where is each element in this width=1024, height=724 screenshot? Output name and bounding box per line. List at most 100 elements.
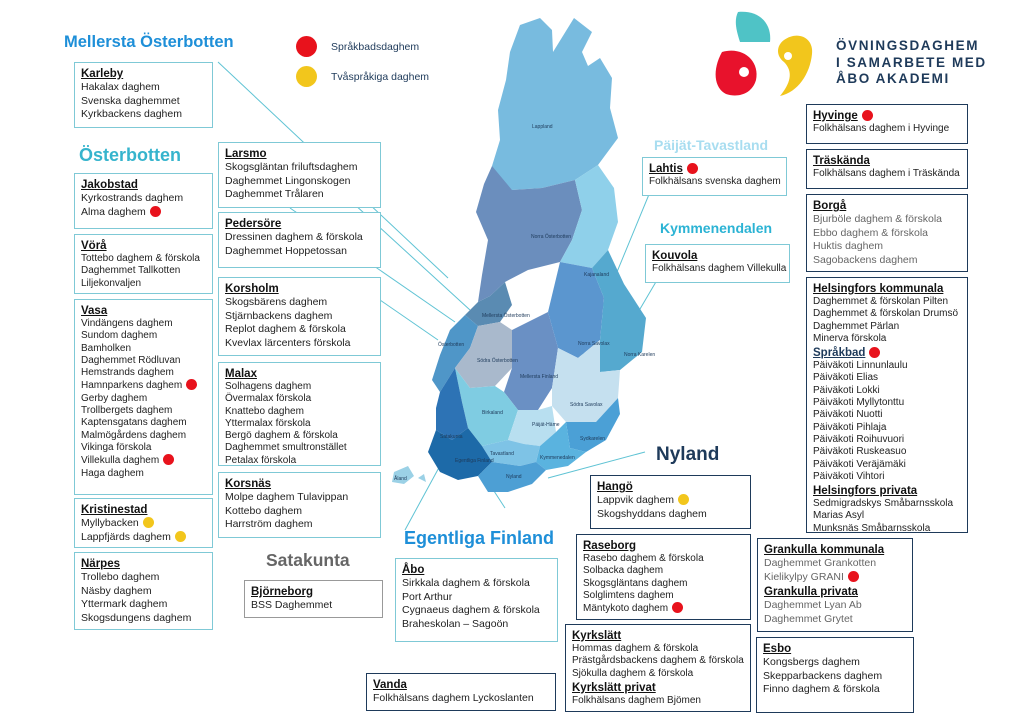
box-larsmo: Larsmo Skogsgläntan friluftsdaghem Daghem… (218, 142, 381, 208)
box-helsingfors-sprakbad-title: Språkbad (813, 346, 961, 360)
logo-line-1: ÖVNINGSDAGHEM (836, 38, 980, 53)
list-item-label: Kaptensgatans daghem (81, 417, 187, 429)
list-item-label: Bjurböle daghem & förskola (813, 213, 942, 225)
list-item-label: Cygnaeus daghem & förskola (402, 604, 540, 617)
list-item: Näsby daghem (81, 585, 206, 599)
list-item-label: Daghemmet Tallkotten (81, 265, 181, 277)
list-item-label: Päiväkoti Linnunlaulu (813, 360, 908, 372)
red-dot-icon (186, 379, 198, 391)
legend-sprakbad-label: Språkbadsdaghem (331, 40, 420, 53)
red-dot-icon (163, 454, 175, 466)
list-item-label: Daghemmet & förskolan Drumsö (813, 308, 959, 320)
list-item: Lappfjärds daghem (81, 530, 206, 545)
list-item: Skogsdungens daghem (81, 612, 206, 626)
map-region-lappland (492, 18, 618, 190)
list-item: Päiväkoti Elias (813, 372, 961, 384)
list-item: Bergö daghem & förskola (225, 430, 374, 442)
map-region-tavastland (482, 440, 540, 466)
map-region-mellersta-osterbotten (465, 282, 512, 326)
list-item: Folkhälsans daghem Bjömen (572, 695, 744, 707)
list-item-label: Trollbergets daghem (81, 405, 173, 417)
map-label-kajanaland: Kajanaland (584, 272, 609, 278)
list-item: Päiväkoti Pihlaja (813, 422, 961, 434)
map-label-osterbotten: Österbotten (438, 341, 464, 348)
list-item-label: Trollebo daghem (81, 571, 160, 583)
box-kristinestad: Kristinestad Myllybacken Lappfjärds daghe… (74, 498, 213, 548)
map-region-satakunta (436, 368, 468, 440)
region-mellersta-osterbotten: Mellersta Österbotten (64, 33, 234, 51)
list-item-label: Molpe daghem Tulavippan (225, 491, 349, 503)
list-item-label: Mäntykoto daghem (583, 603, 669, 615)
box-vora-title: Vörå (81, 240, 107, 252)
box-lahtis: Lahtis Folkhälsans svenska daghem (642, 157, 787, 196)
red-dot-icon (686, 163, 698, 174)
map-label-egentliga-finland: Egentliga Finland (455, 458, 494, 464)
map-region-birkaland (455, 368, 518, 446)
box-borga-title: Borgå (813, 200, 847, 212)
yellow-dot-icon (142, 517, 154, 528)
list-item: Minerva förskola (813, 333, 961, 345)
list-item-label: Myllybacken (81, 517, 139, 529)
box-vasa-title: Vasa (81, 305, 108, 317)
list-item: Päiväkoti Ruskeasuo (813, 446, 961, 458)
list-item-label: Skogsdungens daghem (81, 611, 192, 624)
box-esbo: Esbo Kongsbergs daghem Skepparbackens dag… (756, 637, 914, 713)
list-item-label: Daghemmet Lingonskogen (225, 174, 351, 187)
map-label-sydkarelen: Sydkarelen (580, 436, 605, 442)
list-item-label: Folkhälsans daghem Lyckoslanten (373, 692, 534, 704)
map-region-sodra-osterbotten (455, 322, 512, 388)
box-helsingfors-title: Helsingfors kommunala (813, 283, 944, 295)
list-item: Folkhälsans daghem i Hyvinge (813, 123, 961, 135)
list-item: Folkhälsans daghem Villekulla (652, 263, 787, 275)
box-raseborg-title: Raseborg (583, 540, 637, 552)
list-item-label: Prästgårdsbackens daghem & förskola (572, 655, 744, 667)
list-item: Sjökulla daghem & förskola (572, 668, 744, 680)
red-dot-icon (296, 36, 317, 57)
red-dot-icon (847, 570, 859, 582)
list-item: Skepparbackens daghem (763, 670, 907, 684)
list-item-label: Daghemmet & förskolan Pilten (813, 296, 949, 307)
list-item: Sundom daghem (81, 330, 206, 342)
list-item-label: Bergö daghem & förskola (225, 430, 338, 442)
box-kyrkslatt: Kyrkslätt Hommas daghem & förskola Prästg… (565, 624, 751, 712)
list-item: Munksnäs Småbarnsskola (813, 523, 961, 535)
list-item: Daghemmet & förskolan Drumsö (813, 308, 961, 320)
list-item: Hommas daghem & förskola (572, 643, 744, 655)
box-vasa: Vasa Vindängens daghem Sundom daghem Bamho… (74, 299, 213, 495)
map-region-sodra-savolax (552, 340, 620, 422)
list-item: Dressinen daghem & förskola (225, 231, 374, 245)
list-item-label: Sjökulla daghem & förskola (572, 667, 694, 679)
list-item-label: Finno daghem & förskola (763, 683, 880, 696)
box-hyvinge-title-text: Hyvinge (813, 110, 858, 122)
list-item-label: Yttermalax förskola (225, 417, 311, 429)
list-item: Daghemmet Pärlan (813, 321, 961, 333)
list-item-label: Kyrkostrands daghem (81, 192, 184, 204)
list-item-label: Knattebo daghem (225, 405, 304, 417)
list-item-label: Yttermark daghem (81, 598, 168, 611)
box-malax-title: Malax (225, 368, 257, 380)
list-item-label: Övermalax förskola (225, 393, 312, 405)
list-item-label: Folkhälsans svenska daghem (649, 176, 781, 187)
list-item-label: Kyrkbackens daghem (81, 108, 182, 121)
legend-sprakbad: Språkbadsdaghem (296, 36, 419, 57)
map-label-mellersta-osterbotten: Mellersta Österbotten (482, 312, 530, 319)
list-item: Daghemmet Grankotten (764, 557, 906, 571)
list-item-label: Päiväkoti Nuotti (813, 409, 883, 421)
logo-mark (715, 11, 813, 96)
logo-line-2: I SAMARBETE MED (836, 54, 987, 70)
list-item-label: Tottebo daghem & förskola (81, 253, 200, 264)
list-item: Kottebo daghem (225, 505, 374, 519)
region-osterbotten: Österbotten (79, 145, 182, 165)
list-item: Solbacka daghem (583, 565, 744, 577)
list-item-label: Päiväkoti Ruskeasuo (813, 446, 907, 458)
list-item-label: Bamholken (81, 342, 132, 354)
box-bjorneborg: Björneborg BSS Daghemmet (244, 580, 383, 618)
list-item-label: Kongsbergs daghem (763, 656, 860, 668)
list-item: Molpe daghem Tulavippan (225, 491, 374, 505)
list-item-label: Skogsbärens daghem (225, 296, 328, 308)
list-item-label: Folkhälsans daghem i Träskända (813, 168, 960, 179)
list-item-label: Skogsgläntans daghem (583, 577, 688, 589)
list-item-label: Sundom daghem (81, 330, 158, 342)
list-item-label: Folkhälsans daghem Villekulla (652, 263, 787, 274)
